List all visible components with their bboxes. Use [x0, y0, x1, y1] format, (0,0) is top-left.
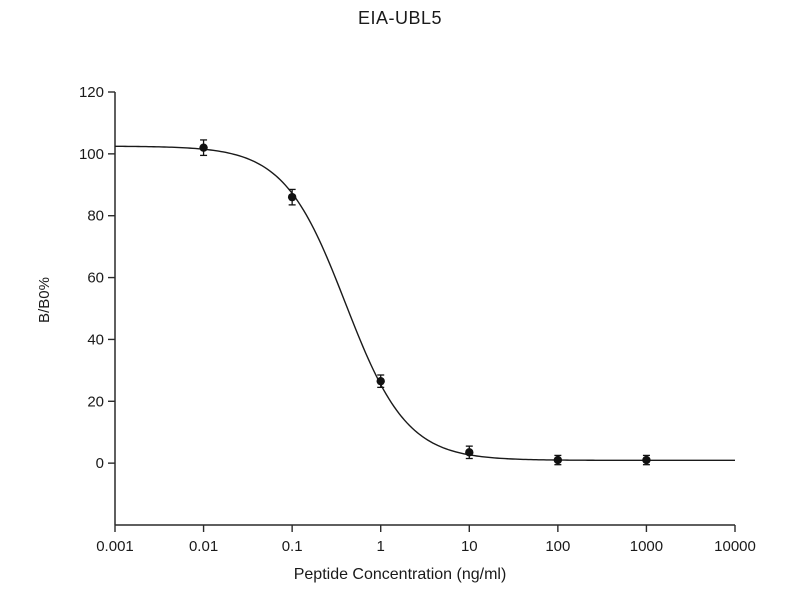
x-tick-label: 10000: [714, 538, 756, 555]
x-tick-label: 0.1: [282, 538, 303, 555]
data-point: [465, 448, 474, 457]
y-tick-label: 80: [87, 208, 104, 225]
y-tick-label: 120: [79, 84, 104, 101]
y-tick-label: 0: [96, 455, 104, 472]
fit-curve: [114, 145, 735, 462]
x-tick-label: 0.001: [96, 538, 134, 555]
y-tick-label: 40: [87, 331, 104, 348]
data-point: [199, 143, 208, 152]
y-tick-label: 100: [79, 146, 104, 163]
data-point: [642, 455, 651, 465]
chart-title: EIA-UBL5: [357, 8, 443, 28]
y-tick-label: 20: [87, 393, 104, 410]
data-point: [376, 376, 385, 386]
x-tick-label: 10: [461, 538, 478, 555]
x-tick-label: 0.01: [189, 538, 218, 555]
x-axis-label: Peptide Concentration (ng/ml): [293, 566, 507, 583]
x-tick-label: 100: [545, 538, 570, 555]
data-point: [553, 455, 563, 465]
y-tick-label: 60: [87, 270, 104, 287]
data-point: [287, 192, 297, 202]
x-tick-label: 1: [377, 538, 385, 555]
x-tick-label: 1000: [630, 538, 663, 555]
